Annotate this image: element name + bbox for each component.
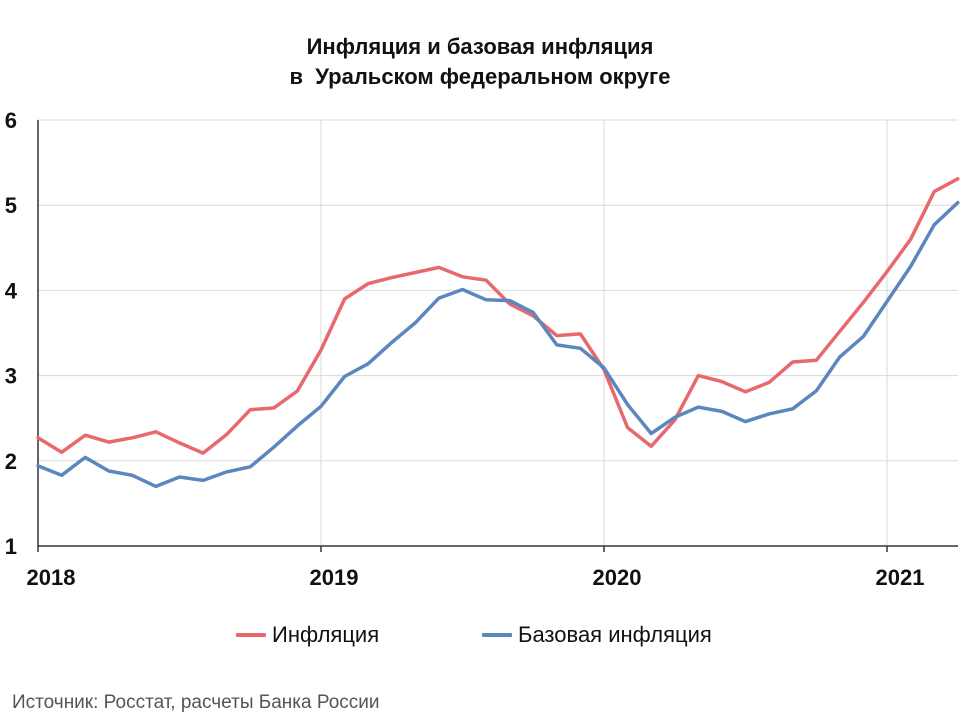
legend-item-core-inflation: Базовая инфляция <box>482 622 712 648</box>
x-tick-label-2020: 2020 <box>593 565 642 590</box>
legend-swatch-inflation <box>236 633 266 637</box>
source-note: Источник: Росстат, расчеты Банка России <box>12 692 380 713</box>
legend-item-inflation: Инфляция <box>236 622 379 648</box>
y-tick-label-2: 2 <box>5 449 17 474</box>
chart-title-line-2: в Уральском федеральном округе <box>289 64 671 89</box>
chart-title: Инфляция и базовая инфляция в Уральском … <box>0 32 960 92</box>
y-tick-label-1: 1 <box>5 534 17 559</box>
series-line-core-inflation <box>36 200 960 489</box>
y-tick-label-4: 4 <box>5 278 18 303</box>
x-tick-label-2018: 2018 <box>27 565 76 590</box>
x-tick-label-2019: 2019 <box>310 565 359 590</box>
legend-label-core-inflation: Базовая инфляция <box>518 622 712 647</box>
line-chart: 1 2 3 4 5 6 2018 2019 2020 2021 <box>5 108 960 590</box>
x-tick-label-2021: 2021 <box>876 565 925 590</box>
y-tick-label-3: 3 <box>5 364 17 389</box>
legend-label-inflation: Инфляция <box>272 622 380 647</box>
y-tick-label-5: 5 <box>5 193 17 218</box>
y-tick-label-6: 6 <box>5 108 17 133</box>
chart-legend: Инфляция Базовая инфляция <box>0 622 960 652</box>
legend-swatch-core-inflation <box>482 633 512 637</box>
series-line-inflation <box>36 177 960 455</box>
chart-title-line-1: Инфляция и базовая инфляция <box>306 34 654 59</box>
